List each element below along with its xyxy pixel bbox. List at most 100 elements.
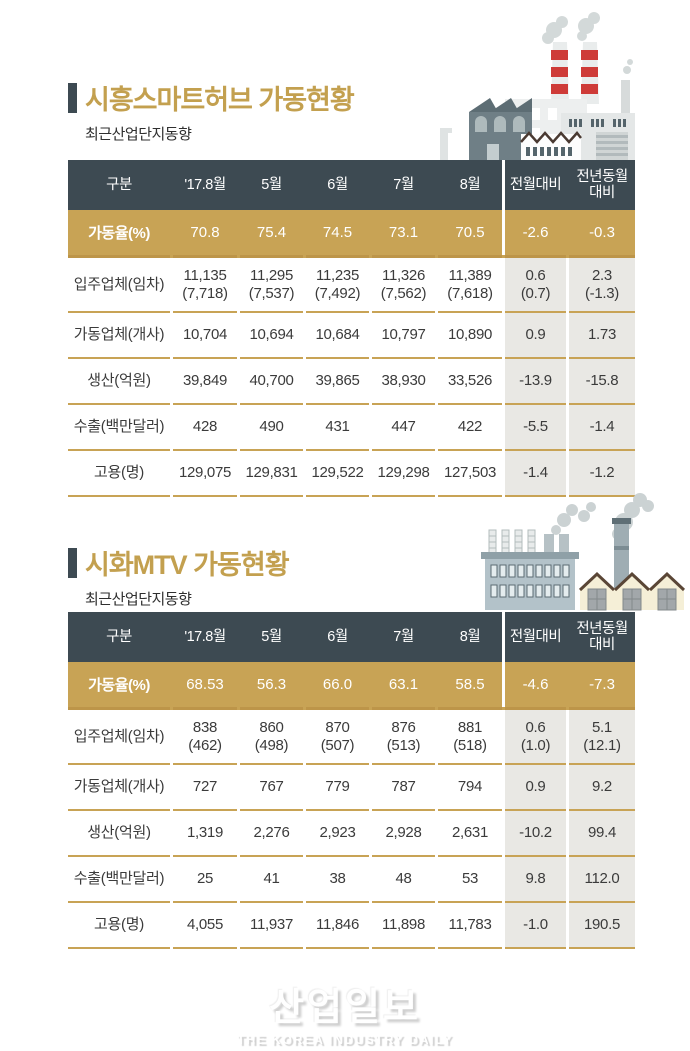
section-siheung-header: 시흥스마트허브 가동현황 최근산업단지동향 xyxy=(68,78,355,144)
table-header-row: 구분 '17.8월 5월 6월 7월 8월 전월대비 전년동월 대비 xyxy=(68,612,635,662)
table-cell: 1.73 xyxy=(569,313,635,359)
table-cell: 58.5 xyxy=(438,662,502,710)
table-cell: 127,503 xyxy=(438,451,502,497)
table-cell: -10.2 xyxy=(505,811,566,857)
section-subtitle: 최근산업단지동향 xyxy=(85,126,192,143)
table-cell: -5.5 xyxy=(505,405,566,451)
factory-warehouse-smoke-icon xyxy=(481,493,686,611)
siheung-status-table: 구분 '17.8월 5월 6월 7월 8월 전월대비 전년동월 대비 가동율(%… xyxy=(68,160,635,497)
table-cell: 860 (498) xyxy=(240,710,303,765)
table-cell: 0.6 (0.7) xyxy=(505,258,566,313)
table-cell: 2,923 xyxy=(306,811,369,857)
table-cell: 447 xyxy=(372,405,435,451)
column-header-month: 7월 xyxy=(393,177,414,193)
row-operating-companies: 가동업체(개사) 727 767 779 787 794 0.9 9.2 xyxy=(68,765,635,811)
row-label: 수출(백만달러) xyxy=(68,857,170,903)
row-operation-rate: 가동율(%) 68.53 56.3 66.0 63.1 58.5 -4.6 -7… xyxy=(68,662,635,710)
table-cell: 40,700 xyxy=(240,359,303,405)
title-accent-bar xyxy=(68,547,77,578)
table-cell: 75.4 xyxy=(240,210,303,258)
row-label: 고용(명) xyxy=(68,451,170,497)
publisher-logo: 산업일보 xyxy=(269,987,421,1029)
column-header-month: 7월 xyxy=(393,629,414,645)
table-cell: 56.3 xyxy=(240,662,303,710)
table-cell: 10,684 xyxy=(306,313,369,359)
row-exports: 수출(백만달러) 428 490 431 447 422 -5.5 -1.4 xyxy=(68,405,635,451)
table-cell: 53 xyxy=(438,857,502,903)
table-cell: 4,055 xyxy=(173,903,237,949)
table-cell: 9.2 xyxy=(569,765,635,811)
table-cell: -1.4 xyxy=(505,451,566,497)
table-cell: 39,865 xyxy=(306,359,369,405)
table-cell: 38,930 xyxy=(372,359,435,405)
table-cell: 0.9 xyxy=(505,765,566,811)
table-cell: 11,326 (7,562) xyxy=(372,258,435,313)
title-accent-bar xyxy=(68,82,77,113)
column-header-month: 6월 xyxy=(327,629,348,645)
row-label: 고용(명) xyxy=(68,903,170,949)
table-cell: 11,295 (7,537) xyxy=(240,258,303,313)
table-cell: 422 xyxy=(438,405,502,451)
row-employment: 고용(명) 129,075 129,831 129,522 129,298 12… xyxy=(68,451,635,497)
table-cell: 490 xyxy=(240,405,303,451)
table-cell: 11,783 xyxy=(438,903,502,949)
table-header-row: 구분 '17.8월 5월 6월 7월 8월 전월대비 전년동월 대비 xyxy=(68,160,635,210)
row-label: 입주업체(임차) xyxy=(68,710,170,765)
column-header-mom-change: 전월대비 xyxy=(502,160,566,210)
column-header-month: 8월 xyxy=(459,177,481,193)
table-cell: -2.6 xyxy=(502,210,566,258)
section-subtitle: 최근산업단지동향 xyxy=(85,591,192,608)
table-cell: 10,694 xyxy=(240,313,303,359)
row-label: 가동업체(개사) xyxy=(68,765,170,811)
table-cell: 63.1 xyxy=(372,662,435,710)
table-cell: -13.9 xyxy=(505,359,566,405)
table-cell: 11,135 (7,718) xyxy=(173,258,237,313)
table-cell: 10,797 xyxy=(372,313,435,359)
table-cell: 787 xyxy=(372,765,435,811)
table-cell: 129,831 xyxy=(240,451,303,497)
table-cell: 1,319 xyxy=(173,811,237,857)
table-cell: 2,631 xyxy=(438,811,502,857)
row-exports: 수출(백만달러) 25 41 38 48 53 9.8 112.0 xyxy=(68,857,635,903)
row-tenant-companies: 입주업체(임차) 838 (462) 860 (498) 870 (507) 8… xyxy=(68,710,635,765)
table-cell: 70.5 xyxy=(438,210,502,258)
table-cell: 431 xyxy=(306,405,369,451)
table-cell: 25 xyxy=(173,857,237,903)
row-label: 수출(백만달러) xyxy=(68,405,170,451)
table-cell: 129,075 xyxy=(173,451,237,497)
table-cell: 70.8 xyxy=(173,210,237,258)
table-cell: 129,522 xyxy=(306,451,369,497)
row-tenant-companies: 입주업체(임차) 11,135 (7,718) 11,295 (7,537) 1… xyxy=(68,258,635,313)
table-cell: 2,276 xyxy=(240,811,303,857)
row-label: 가동업체(개사) xyxy=(68,313,170,359)
column-header-month: 8월 xyxy=(459,629,481,645)
row-operation-rate: 가동율(%) 70.8 75.4 74.5 73.1 70.5 -2.6 -0.… xyxy=(68,210,635,258)
section-sihwa-header: 시화MTV 가동현황 최근산업단지동향 xyxy=(68,543,290,609)
column-header-month: 6월 xyxy=(327,177,348,193)
row-label: 입주업체(임차) xyxy=(68,258,170,313)
table-cell: 11,389 (7,618) xyxy=(438,258,502,313)
table-cell: 73.1 xyxy=(372,210,435,258)
column-header-month: 5월 xyxy=(261,629,282,645)
table-cell: 2,928 xyxy=(372,811,435,857)
publisher-logo-subtext: THE KOREA INDUSTRY DAILY xyxy=(237,1033,453,1047)
table-cell: 66.0 xyxy=(306,662,369,710)
table-cell: -4.6 xyxy=(502,662,566,710)
table-cell: 41 xyxy=(240,857,303,903)
table-cell: -1.0 xyxy=(505,903,566,949)
table-cell: -15.8 xyxy=(569,359,635,405)
table-cell: 428 xyxy=(173,405,237,451)
table-cell: 99.4 xyxy=(569,811,635,857)
table-cell: 794 xyxy=(438,765,502,811)
table-cell: -1.4 xyxy=(569,405,635,451)
row-production: 생산(억원) 1,319 2,276 2,923 2,928 2,631 -10… xyxy=(68,811,635,857)
column-header-category: 구분 xyxy=(106,629,132,645)
table-cell: 11,235 (7,492) xyxy=(306,258,369,313)
table-cell: 33,526 xyxy=(438,359,502,405)
table-cell: 68.53 xyxy=(173,662,237,710)
publisher-watermark: 산업일보 THE KOREA INDUSTRY DAILY xyxy=(0,976,690,1047)
table-cell: -0.3 xyxy=(569,210,635,258)
sihwa-status-table: 구분 '17.8월 5월 6월 7월 8월 전월대비 전년동월 대비 가동율(%… xyxy=(68,612,635,949)
table-cell: 779 xyxy=(306,765,369,811)
